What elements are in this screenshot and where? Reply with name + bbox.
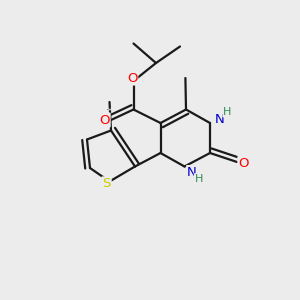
Text: H: H	[223, 106, 232, 117]
Text: methyl: methyl	[107, 109, 112, 110]
Text: S: S	[102, 177, 111, 190]
Text: H: H	[195, 174, 203, 184]
Text: O: O	[127, 71, 137, 85]
Text: N: N	[215, 113, 225, 126]
Text: O: O	[99, 113, 110, 127]
Text: O: O	[238, 157, 249, 170]
Text: N: N	[187, 166, 197, 179]
